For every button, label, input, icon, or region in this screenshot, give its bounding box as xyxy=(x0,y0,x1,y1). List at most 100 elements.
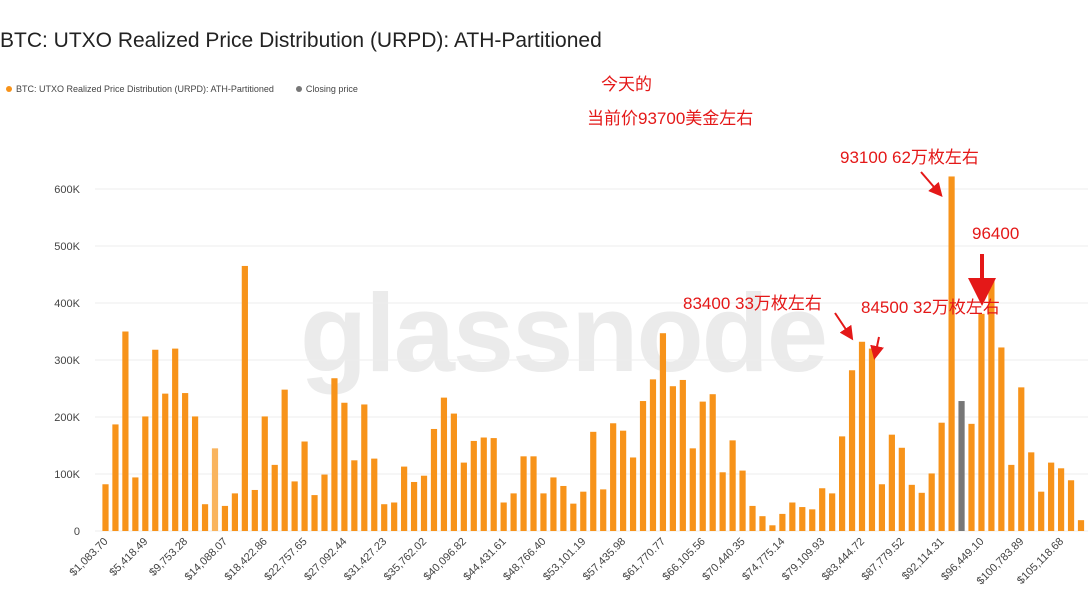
arrow-93100-icon xyxy=(920,171,943,198)
bar xyxy=(321,474,328,531)
bar xyxy=(221,505,229,531)
x-tick-label: $1,083.70 xyxy=(68,536,111,579)
bar xyxy=(948,176,955,531)
y-tick-label: 200K xyxy=(54,412,80,424)
bar xyxy=(540,493,547,531)
legend: BTC: UTXO Realized Price Distribution (U… xyxy=(6,84,358,94)
bar xyxy=(430,428,438,531)
y-tick-label: 300K xyxy=(54,355,80,367)
bar xyxy=(211,448,219,531)
bar xyxy=(739,470,746,531)
bar xyxy=(480,437,487,531)
bar xyxy=(629,457,637,531)
bar xyxy=(829,493,836,531)
bar xyxy=(988,278,995,531)
bar xyxy=(142,416,149,531)
bar xyxy=(500,502,507,531)
bar xyxy=(470,440,477,531)
bar xyxy=(888,434,895,531)
x-tick-label: $5,418.49 xyxy=(107,536,150,579)
bar xyxy=(162,393,169,531)
annotation-today-line1: 今天的 xyxy=(601,75,652,94)
annotation-96400: 96400 xyxy=(972,224,1020,243)
bar xyxy=(381,504,388,531)
bar xyxy=(689,448,696,531)
bar xyxy=(331,378,338,531)
legend-item-series[interactable]: BTC: UTXO Realized Price Distribution (U… xyxy=(6,84,274,94)
legend-item-closing[interactable]: Closing price xyxy=(295,84,358,94)
bar xyxy=(799,507,806,531)
bar xyxy=(659,333,667,531)
bar xyxy=(261,416,268,531)
annotation-peak-93100: 93100 62万枚左右 xyxy=(840,148,979,167)
annotation-today-line2: 当前价93700美金左右 xyxy=(587,109,754,128)
bar xyxy=(520,456,527,531)
bar xyxy=(281,389,288,531)
bar xyxy=(928,473,935,531)
bar xyxy=(1067,480,1075,531)
bar xyxy=(1028,452,1035,531)
y-tick-label: 600K xyxy=(54,184,80,196)
bar xyxy=(201,504,209,531)
bar xyxy=(679,379,686,531)
bar xyxy=(1018,387,1025,531)
bar xyxy=(938,422,945,531)
bar xyxy=(789,502,796,531)
bar xyxy=(490,438,497,531)
bar xyxy=(779,513,786,531)
bar xyxy=(590,431,597,531)
bar xyxy=(709,394,716,531)
bar xyxy=(311,495,318,531)
bar xyxy=(809,509,816,531)
bar xyxy=(172,348,179,531)
legend-closing-dot-icon xyxy=(295,86,302,92)
bar xyxy=(878,484,886,531)
bar xyxy=(639,401,647,531)
legend-series-dot-icon xyxy=(6,86,12,92)
bar xyxy=(420,475,428,531)
bar xyxy=(669,386,676,531)
bar xyxy=(391,502,398,531)
bar xyxy=(848,370,856,531)
bar xyxy=(699,401,706,531)
bar xyxy=(291,481,298,531)
annotation-84500: 84500 32万枚左右 xyxy=(861,298,1000,317)
bar xyxy=(182,393,189,531)
bar xyxy=(759,516,766,531)
bar xyxy=(749,505,756,531)
bar xyxy=(361,404,368,531)
bar xyxy=(460,462,467,531)
bar xyxy=(858,341,866,531)
bar xyxy=(978,313,985,531)
bar xyxy=(152,349,159,531)
bar xyxy=(600,489,607,531)
bar xyxy=(1048,462,1055,531)
legend-closing-label: Closing price xyxy=(305,84,358,94)
x-tick-label: $87,779.52 xyxy=(860,536,907,583)
bar xyxy=(570,503,577,531)
annotation-83400: 83400 33万枚左右 xyxy=(683,294,822,313)
y-tick-label: 400K xyxy=(54,298,80,310)
bar xyxy=(122,331,129,531)
bar xyxy=(530,456,537,531)
bar xyxy=(968,423,975,531)
arrow-83400-icon xyxy=(834,312,854,341)
y-tick-label: 100K xyxy=(54,469,80,481)
bar xyxy=(649,379,657,531)
bar xyxy=(341,402,348,531)
bar xyxy=(550,477,557,531)
bar xyxy=(371,458,378,531)
bar xyxy=(271,464,278,531)
bar xyxy=(898,447,905,531)
bar xyxy=(620,430,627,531)
bar xyxy=(102,484,109,531)
bar xyxy=(839,436,846,531)
bar xyxy=(191,416,199,531)
bar xyxy=(510,493,517,531)
bar xyxy=(450,413,457,531)
bar xyxy=(868,348,876,531)
bar xyxy=(769,525,776,531)
bar xyxy=(1057,468,1065,531)
bar xyxy=(1077,520,1085,531)
bar xyxy=(401,466,408,531)
